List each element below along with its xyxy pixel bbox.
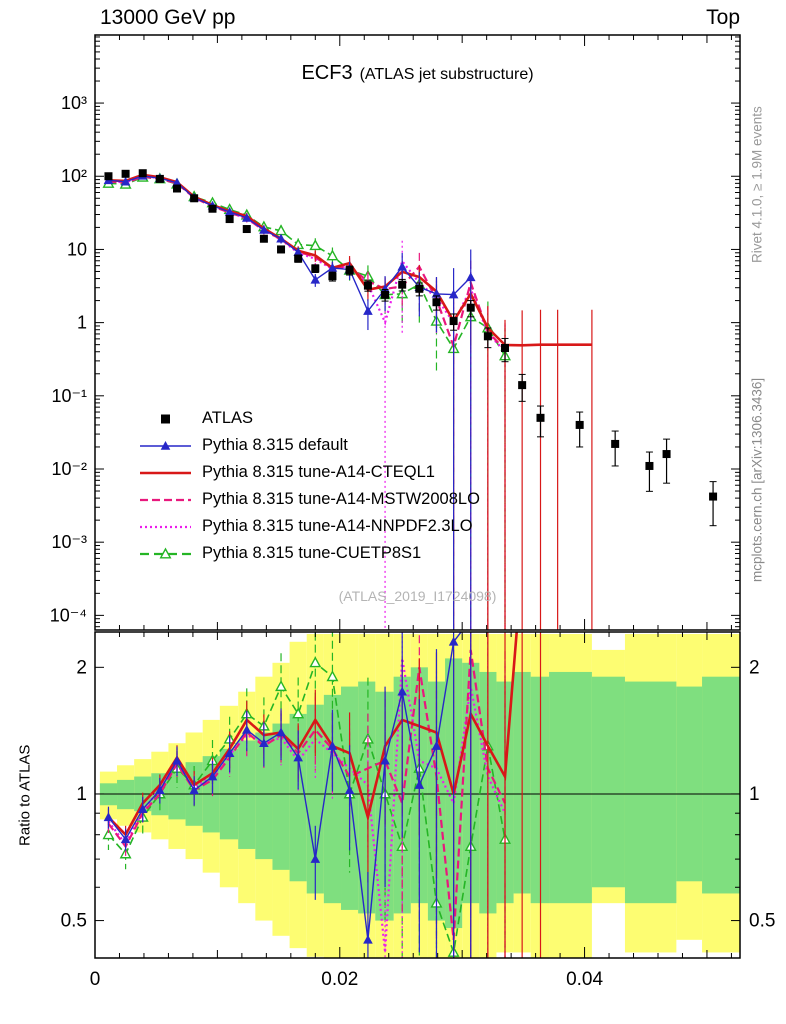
legend-swatch-marker-square bbox=[161, 414, 170, 423]
legend-swatch-line-solid-thick bbox=[140, 471, 191, 474]
svg-text:10²: 10² bbox=[61, 166, 87, 186]
legend-item-5: Pythia 8.315 tune-CUETP8S1 bbox=[138, 540, 480, 567]
main-series-layer bbox=[102, 169, 718, 630]
svg-text:10⁻³: 10⁻³ bbox=[51, 532, 87, 552]
svg-text:1: 1 bbox=[77, 313, 87, 333]
legend-swatch-line-triangle bbox=[140, 440, 191, 450]
legend-item-2: Pythia 8.315 tune-A14-CTEQL1 bbox=[138, 459, 480, 486]
svg-text:0.5: 0.5 bbox=[749, 911, 775, 932]
legend-label: ATLAS bbox=[202, 409, 254, 427]
mcplots-reference-label: mcplots.cern.ch [arXiv:1306.3436] bbox=[749, 377, 765, 583]
svg-text:10³: 10³ bbox=[61, 93, 87, 113]
analysis-watermark: (ATLAS_2019_I1724098) bbox=[338, 588, 497, 604]
main-series-atlas bbox=[104, 169, 718, 527]
axis-tick-labels: 10³ 10² 10 1 10⁻¹ 10⁻² 10⁻³ 10⁻⁴ 0.5 0.5 1 1 2 2 0 0.02… bbox=[50, 93, 776, 990]
main-panel-bg bbox=[95, 35, 740, 630]
observable-title: ECF3 bbox=[301, 62, 353, 84]
ratio-series-layer bbox=[102, 632, 542, 958]
legend-label: Pythia 8.315 tune-CUETP8S1 bbox=[202, 544, 422, 562]
svg-text:10⁻²: 10⁻² bbox=[51, 459, 87, 479]
svg-text:2: 2 bbox=[749, 657, 760, 678]
svg-text:1: 1 bbox=[749, 784, 760, 805]
legend-item-4: Pythia 8.315 tune-A14-NNPDF2.3LO bbox=[138, 513, 480, 540]
beam-energy-label: 13000 GeV pp bbox=[100, 6, 236, 29]
svg-text:0.5: 0.5 bbox=[61, 911, 87, 932]
legend-label: Pythia 8.315 tune-A14-MSTW2008LO bbox=[202, 490, 480, 508]
observable-subtitle: (ATLAS jet substructure) bbox=[359, 66, 534, 83]
svg-text:0.02: 0.02 bbox=[321, 969, 358, 990]
legend-swatch-line-dotted bbox=[140, 525, 191, 528]
legend-item-1: Pythia 8.315 default bbox=[138, 432, 480, 459]
ratio-axis-label: Ratio to ATLAS bbox=[16, 744, 34, 846]
svg-text:10⁻⁴: 10⁻⁴ bbox=[50, 605, 87, 625]
svg-text:0: 0 bbox=[90, 969, 101, 990]
svg-text:2: 2 bbox=[76, 657, 87, 678]
legend-item-0: ATLAS bbox=[138, 405, 480, 432]
legend-label: Pythia 8.315 tune-A14-CTEQL1 bbox=[202, 463, 435, 481]
plot-title: ECF3 (ATLAS jet substructure) bbox=[95, 62, 740, 85]
svg-text:0.04: 0.04 bbox=[566, 969, 603, 990]
legend: ATLAS Pythia 8.315 default Pythia 8.315 tu… bbox=[138, 405, 480, 567]
process-label: Top bbox=[706, 6, 740, 29]
ratio-series-pythia-default bbox=[103, 632, 472, 958]
legend-item-3: Pythia 8.315 tune-A14-MSTW2008LO bbox=[138, 486, 480, 513]
legend-label: Pythia 8.315 default bbox=[202, 436, 348, 454]
legend-label: Pythia 8.315 tune-A14-NNPDF2.3LO bbox=[202, 517, 473, 535]
svg-text:10: 10 bbox=[67, 239, 87, 259]
legend-swatch-line-dash-opentriangle bbox=[140, 547, 191, 558]
main-panel-frame bbox=[94, 34, 741, 631]
legend-swatch-line-dashed bbox=[140, 498, 191, 501]
axis-ticks bbox=[94, 35, 740, 958]
svg-text:1: 1 bbox=[76, 784, 87, 805]
svg-text:10⁻¹: 10⁻¹ bbox=[51, 386, 87, 406]
rivet-version-label: Rivet 4.1.0, ≥ 1.9M events bbox=[749, 106, 765, 264]
ratio-panel-frame bbox=[94, 631, 741, 959]
